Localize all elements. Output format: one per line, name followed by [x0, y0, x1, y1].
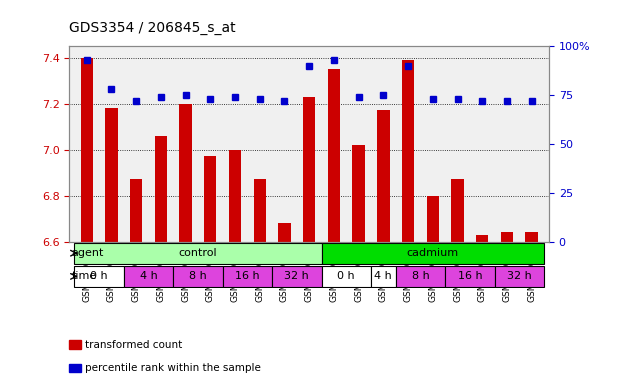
Text: control: control — [179, 248, 217, 258]
Bar — [377, 111, 389, 242]
Bar — [476, 235, 488, 242]
Text: transformed count: transformed count — [85, 340, 182, 350]
Bar — [327, 69, 340, 242]
Bar — [451, 179, 464, 242]
Text: 32 h: 32 h — [507, 271, 532, 281]
Bar — [81, 58, 93, 242]
Bar — [402, 60, 414, 242]
Bar — [130, 179, 143, 242]
Bar — [272, 266, 322, 287]
Bar — [229, 150, 241, 242]
Text: 16 h: 16 h — [457, 271, 482, 281]
Text: percentile rank within the sample: percentile rank within the sample — [85, 363, 261, 373]
Bar — [445, 266, 495, 287]
Bar — [105, 108, 117, 242]
Bar — [174, 266, 223, 287]
Bar — [303, 97, 316, 242]
Text: 32 h: 32 h — [285, 271, 309, 281]
Bar — [278, 223, 291, 242]
Text: 8 h: 8 h — [189, 271, 207, 281]
Text: 16 h: 16 h — [235, 271, 260, 281]
Bar — [322, 243, 544, 264]
Bar — [353, 145, 365, 242]
Text: 8 h: 8 h — [411, 271, 429, 281]
Bar — [74, 243, 322, 264]
Bar — [396, 266, 445, 287]
Text: 4 h: 4 h — [374, 271, 392, 281]
Bar — [495, 266, 544, 287]
Bar — [322, 266, 371, 287]
Text: time: time — [71, 271, 97, 281]
Bar — [526, 232, 538, 242]
Bar — [179, 104, 192, 242]
Text: GDS3354 / 206845_s_at: GDS3354 / 206845_s_at — [69, 21, 236, 35]
Text: cadmium: cadmium — [407, 248, 459, 258]
Bar — [254, 179, 266, 242]
Bar — [501, 232, 513, 242]
Bar — [155, 136, 167, 242]
Text: 0 h: 0 h — [90, 271, 108, 281]
Bar — [124, 266, 174, 287]
Text: 0 h: 0 h — [338, 271, 355, 281]
Text: 4 h: 4 h — [139, 271, 157, 281]
Bar — [427, 195, 439, 242]
Bar — [204, 156, 216, 242]
Text: agent: agent — [71, 248, 103, 258]
Bar — [371, 266, 396, 287]
Bar — [74, 266, 124, 287]
Bar — [223, 266, 272, 287]
